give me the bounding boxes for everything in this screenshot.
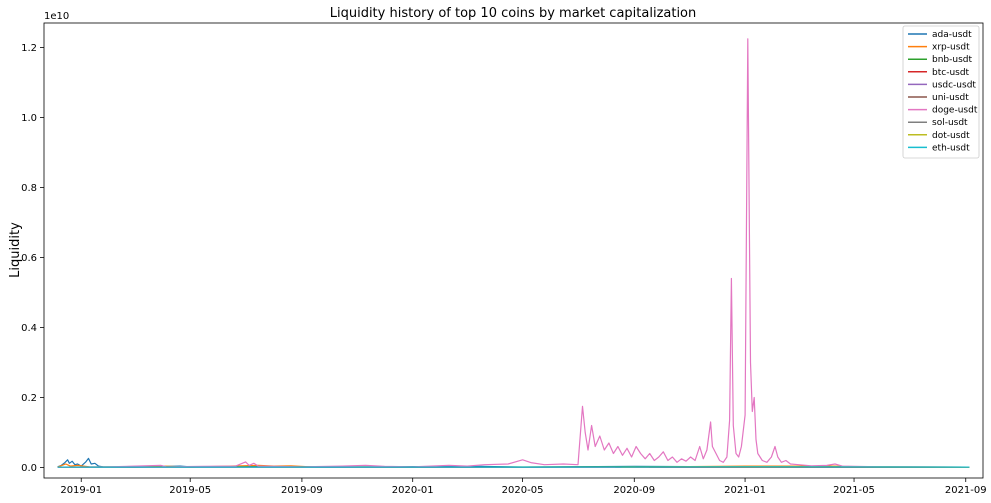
x-tick-label: 2021-01	[724, 485, 766, 496]
chart-title: Liquidity history of top 10 coins by mar…	[330, 6, 697, 21]
x-tick-label: 2021-09	[945, 485, 987, 496]
y-tick-label: 0.6	[21, 253, 37, 264]
legend-label-sol-usdt: sol-usdt	[932, 118, 968, 128]
y-tick-label: 0.4	[21, 323, 37, 334]
legend-label-bnb-usdt: bnb-usdt	[932, 55, 972, 65]
x-tick-label: 2019-05	[169, 485, 211, 496]
legend-label-eth-usdt: eth-usdt	[932, 143, 970, 153]
x-tick-label: 2020-01	[392, 485, 434, 496]
y-tick-label: 0.8	[21, 183, 37, 194]
x-tick-label: 2020-09	[613, 485, 655, 496]
series-lines	[57, 38, 970, 468]
legend-label-doge-usdt: doge-usdt	[932, 106, 978, 116]
legend-label-usdc-usdt: usdc-usdt	[932, 80, 976, 90]
x-axis: 2019-01 2019-05 2019-09 2020-01 2020-05 2020-…	[60, 478, 987, 496]
legend: ada-usdt xrp-usdt bnb-usdt btc-usdt usdc-usd…	[902, 25, 980, 159]
legend-label-dot-usdt: dot-usdt	[932, 131, 970, 141]
y-tick-label: 0.0	[21, 463, 37, 474]
legend-label-uni-usdt: uni-usdt	[932, 93, 969, 103]
y-axis: 0.0 0.2 0.4 0.6 0.8 1.0 1.2	[21, 43, 44, 474]
y-tick-label: 1.0	[21, 113, 37, 124]
legend-label-xrp-usdt: xrp-usdt	[932, 43, 970, 53]
plot-frame	[43, 22, 984, 479]
x-tick-label: 2021-05	[833, 485, 875, 496]
y-tick-label: 1.2	[21, 43, 37, 54]
y-axis-multiplier: 1e10	[44, 11, 69, 22]
legend-label-ada-usdt: ada-usdt	[932, 30, 972, 40]
y-tick-label: 0.2	[21, 393, 37, 404]
x-tick-label: 2019-01	[60, 485, 102, 496]
x-tick-label: 2019-09	[281, 485, 323, 496]
y-axis-label: Liquidity	[8, 222, 23, 278]
x-tick-label: 2020-05	[502, 485, 544, 496]
legend-label-btc-usdt: btc-usdt	[932, 68, 970, 78]
